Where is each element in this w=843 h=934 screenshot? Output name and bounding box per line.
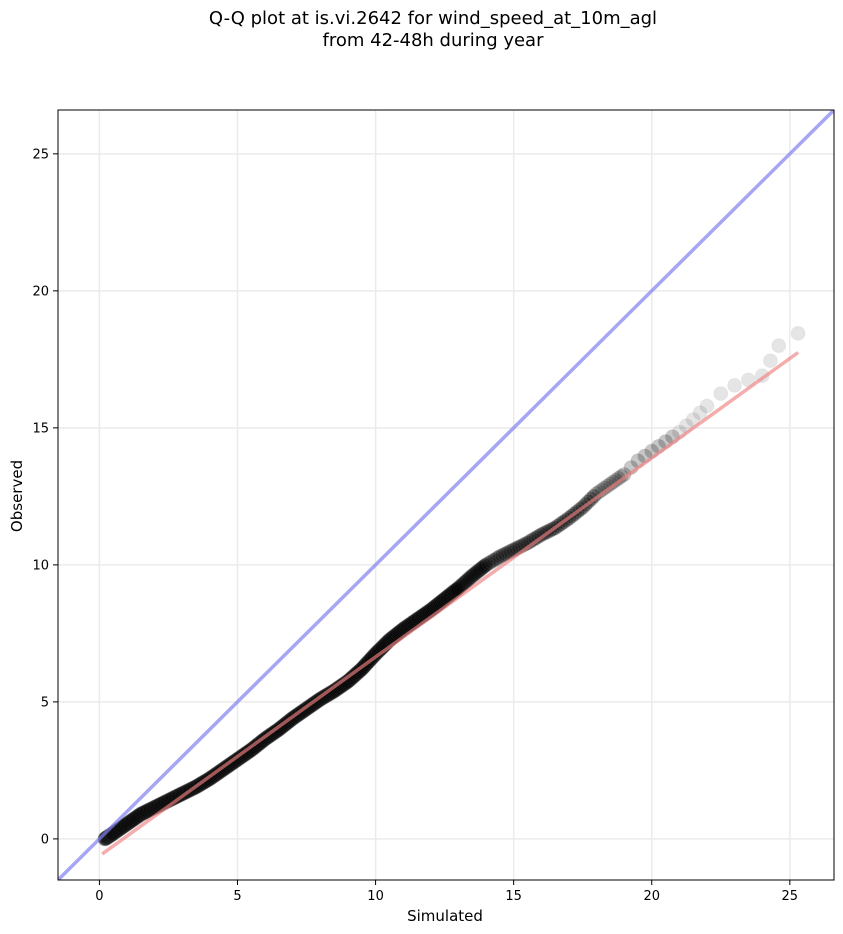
chart-title: Q-Q plot at is.vi.2642 for wind_speed_at… [0, 8, 843, 52]
quantile-point [466, 567, 482, 583]
quantile-point [727, 377, 743, 393]
x-axis-label: Simulated [407, 907, 483, 925]
plot-frame [57, 109, 835, 881]
quantile-point [460, 572, 476, 588]
quantile-point [473, 561, 489, 577]
quantile-points [97, 325, 806, 847]
x-tick-label: 25 [782, 889, 799, 904]
quantile-point [481, 555, 497, 571]
quantile-point [463, 569, 479, 585]
quantile-point [790, 325, 806, 341]
quantile-point [489, 550, 505, 566]
quantile-point [452, 579, 468, 595]
y-tick-label: 10 [32, 558, 49, 573]
quantile-point [492, 549, 508, 565]
quantile-point [470, 563, 486, 579]
quantile-point [484, 554, 500, 570]
x-tick-label: 15 [505, 889, 522, 904]
quantile-point [459, 573, 475, 589]
y-tick-label: 5 [41, 695, 49, 710]
quantile-point [497, 546, 513, 562]
chart-title-line1: Q-Q plot at is.vi.2642 for wind_speed_at… [208, 8, 658, 29]
quantile-point [478, 557, 494, 573]
quantile-point [453, 578, 469, 594]
quantile-point [464, 568, 480, 584]
chart-title-line2: from 42-48h during year [322, 30, 544, 51]
x-tick-label: 0 [95, 889, 103, 904]
y-axis-label: Observed [8, 460, 26, 532]
x-tick-label: 10 [367, 889, 384, 904]
one-to-one-line [58, 110, 834, 880]
y-tick-label: 0 [41, 832, 49, 847]
reference-lines [58, 110, 834, 880]
quantile-point [486, 552, 502, 568]
y-tick-label: 20 [32, 284, 49, 299]
quantile-point [456, 575, 472, 591]
quantile-point [771, 338, 787, 354]
quantile-point [457, 574, 473, 590]
quantile-point [474, 560, 490, 576]
x-tick-label: 20 [643, 889, 660, 904]
y-tick-label: 15 [32, 421, 49, 436]
quantile-point [495, 547, 511, 563]
quantile-point [475, 559, 491, 575]
quantile-point [762, 353, 778, 369]
quantile-point [467, 566, 483, 582]
fit-line [101, 351, 800, 856]
axis-ticks: 0 5 10 15 20 25 0 5 10 15 20 25 [32, 147, 798, 904]
quantile-point [461, 570, 477, 586]
y-tick-label: 25 [32, 147, 49, 162]
quantile-point [692, 405, 708, 421]
x-tick-label: 5 [233, 889, 241, 904]
quantile-point [477, 558, 493, 574]
quantile-point [699, 398, 715, 414]
quantile-point [455, 576, 471, 592]
quantile-point [468, 565, 484, 581]
quantile-point [471, 562, 487, 578]
quantile-point [713, 386, 729, 402]
